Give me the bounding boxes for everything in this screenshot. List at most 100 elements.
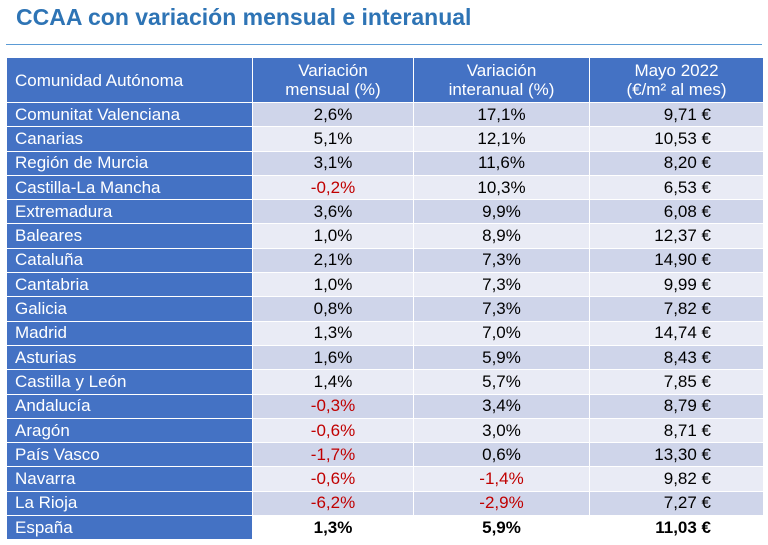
cell-variacion-mensual: 1,6%: [252, 344, 414, 371]
cell-precio: 8,43 €: [589, 344, 764, 371]
cell-precio: 14,90 €: [589, 247, 764, 274]
cell-variacion-mensual: 2,1%: [252, 247, 414, 274]
cell-precio: 6,08 €: [589, 199, 764, 225]
cell-variacion-interanual: 11,6%: [413, 150, 590, 176]
cell-precio: 8,79 €: [589, 393, 764, 419]
cell-precio: 12,37 €: [589, 223, 764, 249]
cell-comunidad: Galicia: [6, 296, 253, 322]
cell-variacion-mensual: 2,6%: [252, 101, 414, 128]
cell-variacion-mensual: -0,6%: [252, 466, 414, 492]
cell-precio: 9,71 €: [589, 101, 764, 128]
cell-comunidad: Navarra: [6, 466, 253, 492]
cell-comunidad: La Rioja: [6, 490, 253, 517]
table-row: Castilla y León 1,4% 5,7% 7,85 €: [6, 369, 764, 395]
cell-variacion-interanual: 7,3%: [413, 247, 590, 274]
table-row: Madrid 1,3% 7,0% 14,74 €: [6, 320, 764, 346]
cell-variacion-mensual: 3,6%: [252, 199, 414, 225]
table-row: Comunitat Valenciana 2,6% 17,1% 9,71 €: [6, 101, 764, 128]
cell-variacion-mensual: 1,3%: [252, 515, 414, 541]
cell-comunidad: Castilla-La Mancha: [6, 174, 253, 201]
cell-comunidad: Castilla y León: [6, 369, 253, 395]
table-total-row: España 1,3% 5,9% 11,03 €: [6, 515, 764, 541]
header-variacion-interanual: Variación interanual (%): [413, 57, 590, 103]
cell-comunidad: País Vasco: [6, 442, 253, 468]
table-row: Canarias 5,1% 12,1% 10,53 €: [6, 126, 764, 152]
cell-variacion-interanual: 17,1%: [413, 101, 590, 128]
cell-variacion-mensual: -0,6%: [252, 417, 414, 444]
cell-variacion-interanual: 0,6%: [413, 442, 590, 468]
cell-precio: 11,03 €: [589, 515, 764, 541]
cell-variacion-interanual: -2,9%: [413, 490, 590, 517]
header-comunidad: Comunidad Autónoma: [6, 57, 253, 103]
table-row: Galicia 0,8% 7,3% 7,82 €: [6, 296, 764, 322]
table-row: La Rioja -6,2% -2,9% 7,27 €: [6, 490, 764, 517]
cell-variacion-interanual: -1,4%: [413, 466, 590, 492]
cell-variacion-mensual: -0,2%: [252, 174, 414, 201]
cell-variacion-mensual: 1,0%: [252, 272, 414, 298]
cell-variacion-interanual: 5,9%: [413, 515, 590, 541]
header-variacion-mensual-line1: Variación: [298, 61, 368, 80]
cell-precio: 10,53 €: [589, 126, 764, 152]
cell-precio: 7,82 €: [589, 296, 764, 322]
cell-variacion-interanual: 5,9%: [413, 344, 590, 371]
cell-comunidad: Aragón: [6, 417, 253, 444]
cell-variacion-interanual: 7,3%: [413, 272, 590, 298]
header-variacion-mensual: Variación mensual (%): [252, 57, 414, 103]
header-variacion-interanual-line2: interanual (%): [448, 80, 555, 99]
cell-comunidad: Andalucía: [6, 393, 253, 419]
table-row: País Vasco -1,7% 0,6% 13,30 €: [6, 442, 764, 468]
header-precio-line2: (€/m² al mes): [626, 80, 727, 99]
table-row: Andalucía -0,3% 3,4% 8,79 €: [6, 393, 764, 419]
cell-comunidad: Cataluña: [6, 247, 253, 274]
cell-variacion-mensual: 1,3%: [252, 320, 414, 346]
table-row: Navarra -0,6% -1,4% 9,82 €: [6, 466, 764, 492]
table-header-row: Comunidad Autónoma Variación mensual (%)…: [6, 57, 764, 103]
header-variacion-interanual-line1: Variación: [466, 61, 537, 80]
cell-comunidad: Región de Murcia: [6, 150, 253, 176]
cell-variacion-interanual: 12,1%: [413, 126, 590, 152]
cell-precio: 8,71 €: [589, 417, 764, 444]
header-variacion-mensual-line2: mensual (%): [285, 80, 381, 99]
cell-precio: 8,20 €: [589, 150, 764, 176]
cell-variacion-interanual: 5,7%: [413, 369, 590, 395]
table-body: Comunitat Valenciana 2,6% 17,1% 9,71 € Canar…: [6, 101, 764, 541]
cell-variacion-interanual: 10,3%: [413, 174, 590, 201]
header-precio: Mayo 2022 (€/m² al mes): [589, 57, 764, 103]
table-row: Baleares 1,0% 8,9% 12,37 €: [6, 223, 764, 249]
cell-comunidad: Madrid: [6, 320, 253, 346]
cell-variacion-mensual: 1,0%: [252, 223, 414, 249]
cell-variacion-mensual: -0,3%: [252, 393, 414, 419]
cell-precio: 7,85 €: [589, 369, 764, 395]
cell-variacion-mensual: 5,1%: [252, 126, 414, 152]
table-row: Cataluña 2,1% 7,3% 14,90 €: [6, 247, 764, 274]
ccaa-table: Comunidad Autónoma Variación mensual (%)…: [6, 57, 764, 541]
cell-comunidad: Extremadura: [6, 199, 253, 225]
table-row: Aragón -0,6% 3,0% 8,71 €: [6, 417, 764, 444]
table-row: Región de Murcia 3,1% 11,6% 8,20 €: [6, 150, 764, 176]
table-row: Cantabria 1,0% 7,3% 9,99 €: [6, 272, 764, 298]
cell-comunidad: Asturias: [6, 344, 253, 371]
cell-variacion-interanual: 8,9%: [413, 223, 590, 249]
cell-variacion-mensual: -6,2%: [252, 490, 414, 517]
cell-precio: 9,82 €: [589, 466, 764, 492]
table-row: Extremadura 3,6% 9,9% 6,08 €: [6, 199, 764, 225]
cell-precio: 14,74 €: [589, 320, 764, 346]
cell-variacion-interanual: 3,4%: [413, 393, 590, 419]
cell-comunidad: Comunitat Valenciana: [6, 101, 253, 128]
table-row: Castilla-La Mancha -0,2% 10,3% 6,53 €: [6, 174, 764, 201]
cell-variacion-interanual: 3,0%: [413, 417, 590, 444]
header-precio-line1: Mayo 2022: [634, 61, 719, 80]
cell-comunidad: Cantabria: [6, 272, 253, 298]
cell-precio: 9,99 €: [589, 272, 764, 298]
cell-variacion-mensual: 3,1%: [252, 150, 414, 176]
cell-variacion-mensual: 1,4%: [252, 369, 414, 395]
cell-variacion-mensual: 0,8%: [252, 296, 414, 322]
cell-comunidad: Baleares: [6, 223, 253, 249]
cell-precio: 7,27 €: [589, 490, 764, 517]
cell-comunidad: Canarias: [6, 126, 253, 152]
page-title: CCAA con variación mensual e interanual: [16, 4, 472, 30]
cell-variacion-interanual: 9,9%: [413, 199, 590, 225]
cell-comunidad: España: [6, 515, 253, 541]
cell-precio: 6,53 €: [589, 174, 764, 201]
cell-variacion-interanual: 7,0%: [413, 320, 590, 346]
